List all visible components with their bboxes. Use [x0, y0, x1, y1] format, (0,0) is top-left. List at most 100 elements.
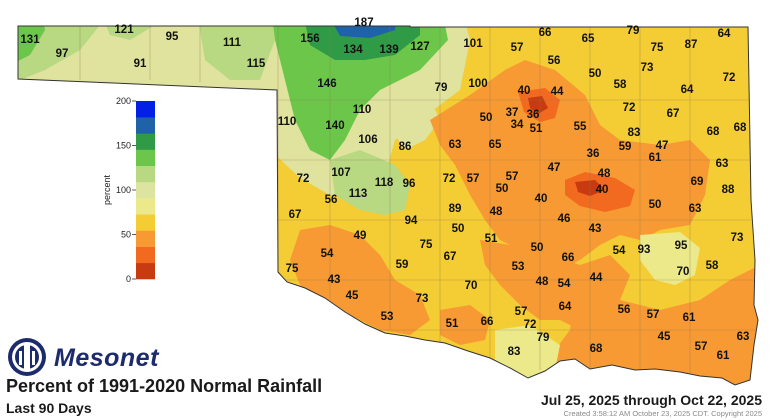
legend-swatch — [136, 230, 155, 247]
rainfall-value-label: 34 — [511, 119, 524, 131]
rainfall-value-label: 67 — [444, 251, 457, 263]
rainfall-value-label: 113 — [349, 188, 368, 200]
legend-swatch — [136, 181, 155, 199]
legend-swatch — [136, 101, 155, 118]
rainfall-value-label: 68 — [590, 343, 603, 355]
rainfall-value-label: 107 — [331, 167, 350, 179]
mesonet-logo-icon — [8, 338, 46, 376]
rainfall-labels: 131 97 121 95 91 111 115 187 156 134 139 127 101 57 66… — [20, 17, 749, 362]
legend-tick-label: 150 — [116, 141, 131, 151]
creation-credit: Created 3:58:12 AM October 23, 2025 CDT.… — [563, 409, 762, 418]
rainfall-value-label: 88 — [722, 184, 735, 196]
rainfall-value-label: 57 — [515, 306, 528, 318]
rainfall-value-label: 56 — [325, 194, 338, 206]
rainfall-value-label: 51 — [446, 318, 459, 330]
rainfall-value-label: 94 — [405, 215, 418, 227]
rainfall-value-label: 57 — [506, 171, 519, 183]
date-range: Jul 25, 2025 through Oct 22, 2025 — [541, 392, 762, 408]
rainfall-value-label: 134 — [343, 44, 363, 56]
rainfall-value-label: 72 — [723, 72, 736, 84]
rainfall-value-label: 61 — [717, 350, 730, 362]
rainfall-value-label: 111 — [223, 37, 242, 49]
rainfall-value-label: 87 — [685, 39, 698, 51]
rainfall-value-label: 83 — [508, 346, 521, 358]
rainfall-value-label: 70 — [465, 280, 478, 292]
rainfall-value-label: 55 — [574, 121, 587, 133]
rainfall-value-label: 187 — [354, 17, 373, 29]
map-subtitle: Last 90 Days — [6, 400, 92, 416]
rainfall-value-label: 57 — [511, 42, 524, 54]
rainfall-value-label: 118 — [375, 177, 394, 189]
rainfall-value-label: 53 — [512, 261, 525, 273]
rainfall-value-label: 56 — [618, 304, 631, 316]
rainfall-value-label: 72 — [443, 173, 456, 185]
rainfall-value-label: 44 — [590, 272, 603, 284]
rainfall-value-label: 47 — [548, 162, 561, 174]
rainfall-value-label: 100 — [468, 78, 487, 90]
rainfall-value-label: 131 — [20, 34, 40, 46]
rainfall-value-label: 48 — [536, 276, 549, 288]
rainfall-value-label: 79 — [627, 25, 640, 37]
legend-swatch — [136, 246, 155, 264]
rainfall-value-label: 73 — [641, 62, 654, 74]
rainfall-value-label: 40 — [535, 193, 548, 205]
rainfall-value-label: 72 — [524, 319, 537, 331]
legend-swatch — [136, 262, 155, 280]
rainfall-value-label: 46 — [558, 213, 571, 225]
rainfall-value-label: 61 — [649, 152, 662, 164]
rainfall-value-label: 59 — [619, 141, 632, 153]
rainfall-value-label: 40 — [596, 184, 609, 196]
rainfall-value-label: 66 — [562, 252, 575, 264]
rainfall-value-label: 51 — [485, 233, 498, 245]
rainfall-value-label: 63 — [689, 203, 702, 215]
legend-tick-label: 100 — [116, 185, 131, 195]
rainfall-value-label: 68 — [734, 122, 747, 134]
rainfall-value-label: 106 — [358, 134, 377, 146]
rainfall-value-label: 37 — [506, 107, 519, 119]
rainfall-value-label: 121 — [114, 24, 134, 36]
rainfall-value-label: 75 — [286, 263, 299, 275]
rainfall-value-label: 61 — [683, 312, 696, 324]
rainfall-value-label: 58 — [706, 260, 719, 272]
rainfall-value-label: 50 — [480, 112, 493, 124]
rainfall-value-label: 72 — [623, 102, 636, 114]
rainfall-value-label: 50 — [531, 242, 544, 254]
rainfall-value-label: 96 — [403, 178, 416, 190]
legend-tick-label: 0 — [126, 274, 131, 284]
rainfall-value-label: 67 — [289, 209, 302, 221]
rainfall-value-label: 47 — [656, 140, 669, 152]
legend-title: percent — [102, 174, 112, 205]
legend-swatch — [136, 165, 155, 183]
rainfall-value-label: 48 — [490, 206, 503, 218]
rainfall-value-label: 45 — [658, 331, 671, 343]
rainfall-value-label: 65 — [489, 139, 502, 151]
rainfall-value-label: 64 — [681, 84, 694, 96]
rainfall-value-label: 44 — [551, 86, 564, 98]
rainfall-value-label: 89 — [449, 203, 462, 215]
rainfall-value-label: 43 — [328, 274, 341, 286]
rainfall-value-label: 72 — [297, 173, 310, 185]
legend-swatch — [136, 117, 155, 134]
rainfall-value-label: 66 — [539, 27, 552, 39]
rainfall-value-label: 56 — [548, 55, 561, 67]
rainfall-value-label: 101 — [463, 38, 483, 50]
rainfall-value-label: 146 — [317, 78, 336, 90]
rainfall-value-label: 40 — [518, 85, 531, 97]
rainfall-value-label: 83 — [628, 127, 641, 139]
legend-swatch — [136, 133, 155, 150]
mesonet-logo-text: Mesonet — [54, 344, 159, 372]
rainfall-value-label: 50 — [496, 183, 509, 195]
rainfall-value-label: 45 — [346, 290, 359, 302]
rainfall-value-label: 86 — [399, 141, 412, 153]
legend-color-bar — [136, 101, 155, 280]
rainfall-value-label: 57 — [695, 341, 708, 353]
legend-swatch — [136, 198, 155, 215]
rainfall-value-label: 54 — [613, 245, 626, 257]
rainfall-value-label: 95 — [166, 31, 179, 43]
rainfall-value-label: 48 — [598, 168, 611, 180]
legend-ticks: 0 50 100 150 200 — [116, 96, 136, 284]
legend: percent 0 50 100 150 200 — [102, 96, 155, 284]
rainfall-value-label: 63 — [449, 139, 462, 151]
rainfall-value-label: 58 — [614, 79, 627, 91]
